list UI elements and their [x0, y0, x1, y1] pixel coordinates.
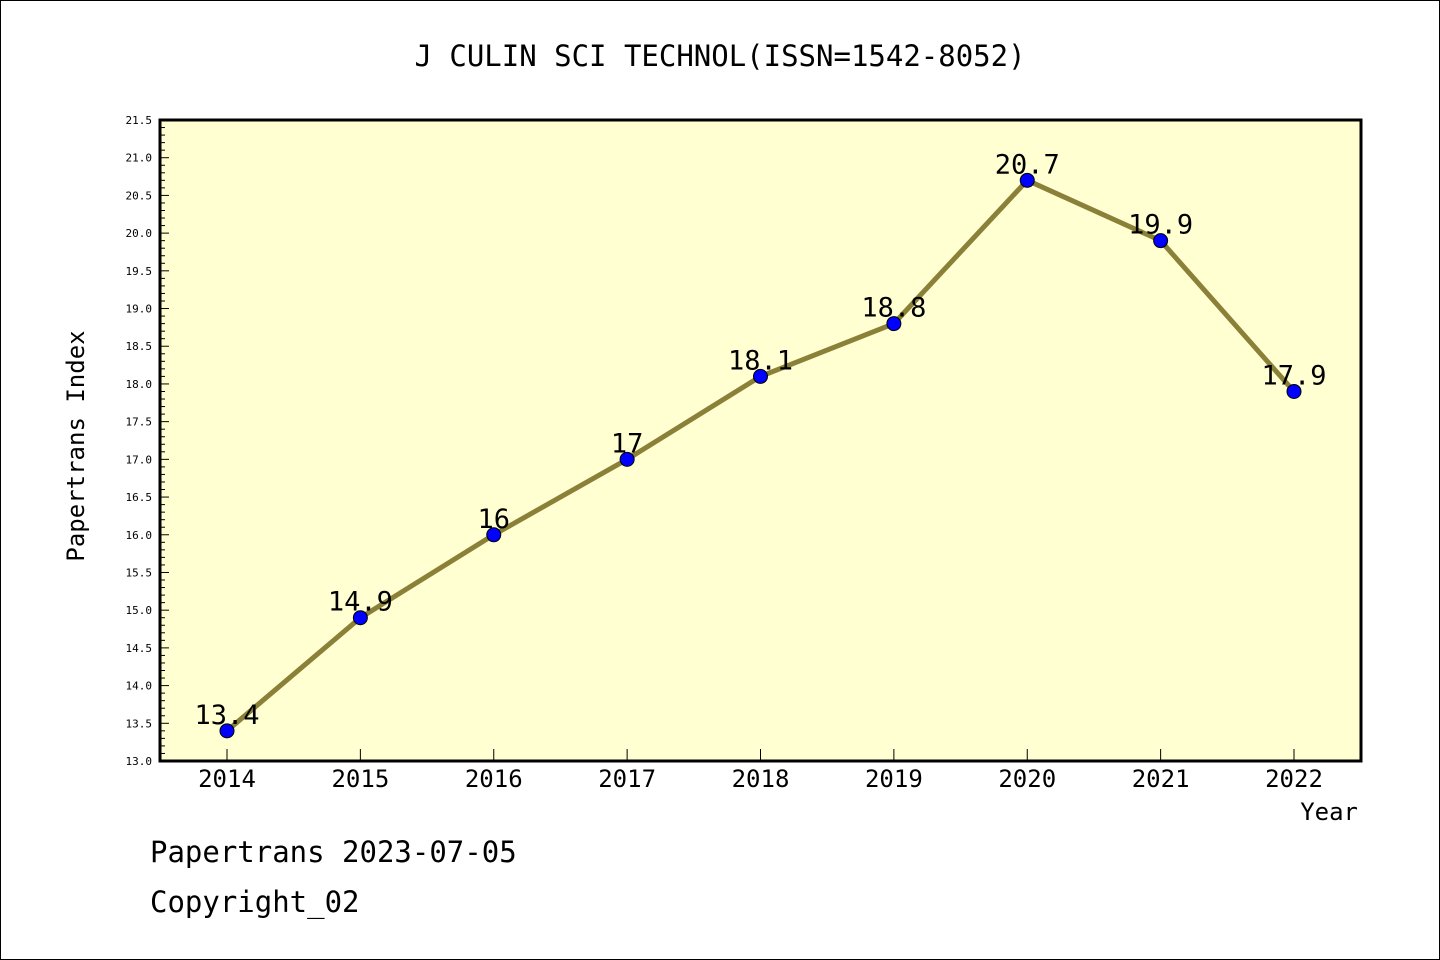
y-tick-label: 20.0 — [126, 227, 153, 240]
data-point — [352, 610, 368, 626]
plot-border — [158, 118, 1363, 763]
x-axis-label: Year — [1300, 798, 1358, 826]
x-tick-label: 2021 — [1132, 765, 1190, 793]
y-tick-label: 15.0 — [126, 604, 153, 617]
data-label: 14.9 — [328, 587, 393, 618]
y-tick-label: 21.0 — [126, 152, 153, 165]
data-label: 16 — [477, 504, 510, 535]
y-tick-label: 18.5 — [126, 340, 153, 353]
chart-title: J CULIN SCI TECHNOL(ISSN=1542-8052) — [414, 39, 1025, 73]
y-tick-label: 14.0 — [126, 680, 153, 693]
x-tick-label: 2016 — [465, 765, 523, 793]
footer-credit: Papertrans 2023-07-05 — [150, 835, 517, 869]
x-tick-label: 2018 — [732, 765, 790, 793]
x-tick-label: 2020 — [998, 765, 1056, 793]
data-point — [886, 316, 902, 332]
data-point — [1019, 172, 1035, 188]
x-tick-label: 2022 — [1265, 765, 1323, 793]
x-tick-label: 2014 — [198, 765, 256, 793]
y-tick-label: 15.5 — [126, 566, 153, 579]
data-label: 18.8 — [861, 293, 926, 324]
plot-area — [160, 120, 1361, 761]
y-tick-label: 13.0 — [126, 755, 153, 768]
y-tick-label: 16.0 — [126, 529, 153, 542]
data-label: 13.4 — [194, 700, 259, 731]
y-tick-label: 20.5 — [126, 189, 153, 202]
y-tick-label: 21.5 — [126, 114, 153, 127]
y-tick-label: 16.5 — [126, 491, 153, 504]
data-point — [486, 527, 502, 543]
y-tick-label: 13.5 — [126, 717, 153, 730]
data-label: 17.9 — [1261, 360, 1326, 391]
footer-copyright: Copyright_02 — [150, 885, 360, 919]
x-axis: 2014 2015 2016 2017 2018 2019 2020 2021 2022 — [198, 749, 1323, 793]
y-tick-label: 17.0 — [126, 453, 153, 466]
y-axis-label: Papertrans Index — [62, 330, 90, 561]
data-label: 20.7 — [995, 149, 1060, 180]
y-axis: 13.0 13.5 14.0 14.5 15.0 15.5 16.0 16.5 17.0 17.5… — [126, 114, 169, 768]
data-label: 17 — [611, 428, 644, 459]
y-tick-label: 19.5 — [126, 265, 153, 278]
data-point — [219, 723, 235, 739]
y-tick-label: 14.5 — [126, 642, 153, 655]
x-tick-label: 2017 — [598, 765, 656, 793]
x-tick-label: 2019 — [865, 765, 923, 793]
data-label: 19.9 — [1128, 210, 1193, 241]
y-tick-label: 17.5 — [126, 416, 153, 429]
y-tick-label: 19.0 — [126, 303, 153, 316]
data-point — [1153, 233, 1169, 249]
x-tick-label: 2015 — [331, 765, 389, 793]
data-label: 18.1 — [728, 345, 793, 376]
data-point — [619, 451, 635, 467]
data-point — [753, 368, 768, 384]
series-group: 13.4 14.9 16 17 18.1 18.8 20.7 19.9 17.9 — [194, 149, 1327, 739]
y-tick-label: 18.0 — [126, 378, 153, 391]
data-point — [1286, 383, 1302, 399]
